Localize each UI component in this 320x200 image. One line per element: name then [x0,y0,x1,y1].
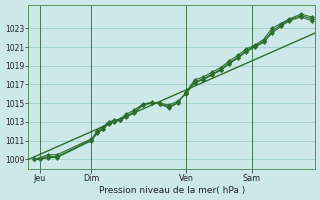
X-axis label: Pression niveau de la mer( hPa ): Pression niveau de la mer( hPa ) [99,186,245,195]
